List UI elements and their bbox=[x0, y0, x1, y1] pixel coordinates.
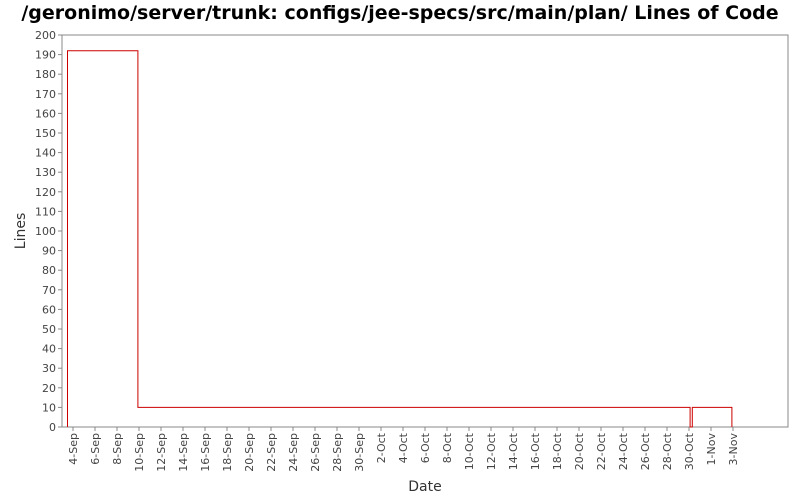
y-tick-label: 50 bbox=[42, 323, 56, 336]
y-tick-label: 140 bbox=[35, 147, 56, 160]
x-axis: 4-Sep 6-Sep 8-Sep 10-Sep 12-Sep 14-Sep 16-Sep 1… bbox=[67, 427, 740, 472]
x-tick-label: 20-Sep bbox=[243, 433, 256, 472]
x-tick-label: 14-Sep bbox=[177, 433, 190, 472]
x-tick-label: 30-Sep bbox=[353, 433, 366, 472]
x-axis-title: Date bbox=[408, 479, 441, 495]
y-tick-label: 0 bbox=[49, 421, 56, 434]
x-tick-label: 18-Sep bbox=[221, 433, 234, 472]
y-tick-label: 90 bbox=[42, 245, 56, 258]
x-tick-label: 2-Oct bbox=[375, 432, 388, 463]
x-tick-label: 26-Sep bbox=[309, 433, 322, 472]
x-tick-label: 6-Sep bbox=[89, 433, 102, 465]
y-tick-label: 100 bbox=[35, 225, 56, 238]
series-line-0 bbox=[67, 50, 733, 428]
x-tick-label: 12-Oct bbox=[485, 432, 498, 470]
x-tick-label: 12-Sep bbox=[155, 433, 168, 472]
x-tick-label: 10-Sep bbox=[133, 433, 146, 472]
x-tick-label: 1-Nov bbox=[705, 433, 718, 466]
y-tick-label: 190 bbox=[35, 49, 56, 62]
y-tick-label: 130 bbox=[35, 166, 56, 179]
y-tick-label: 170 bbox=[35, 88, 56, 101]
y-axis-title: Lines bbox=[13, 213, 29, 249]
y-tick-label: 150 bbox=[35, 127, 56, 140]
x-tick-label: 4-Oct bbox=[397, 432, 410, 463]
plot-area bbox=[61, 34, 789, 428]
x-tick-label: 16-Oct bbox=[529, 432, 542, 470]
x-tick-label: 26-Oct bbox=[639, 432, 652, 470]
x-tick-label: 18-Oct bbox=[551, 432, 564, 470]
x-tick-label: 10-Oct bbox=[463, 432, 476, 470]
x-tick-label: 22-Oct bbox=[595, 432, 608, 470]
x-tick-label: 30-Oct bbox=[683, 432, 696, 470]
x-tick-label: 8-Oct bbox=[441, 432, 454, 463]
x-tick-label: 3-Nov bbox=[727, 433, 740, 466]
x-tick-label: 28-Oct bbox=[661, 432, 674, 470]
x-tick-label: 6-Oct bbox=[419, 432, 432, 463]
x-tick-label: 8-Sep bbox=[111, 433, 124, 465]
x-tick-label: 14-Oct bbox=[507, 432, 520, 470]
y-tick-label: 70 bbox=[42, 284, 56, 297]
x-tick-label: 20-Oct bbox=[573, 432, 586, 470]
y-axis: 0 10 20 30 40 50 60 70 80 90 100 110 120 130 140 150 160… bbox=[35, 29, 62, 434]
x-tick-label: 28-Sep bbox=[331, 433, 344, 472]
series-layer bbox=[67, 50, 733, 428]
y-tick-label: 30 bbox=[42, 362, 56, 375]
x-tick-label: 4-Sep bbox=[67, 433, 80, 465]
y-tick-label: 200 bbox=[35, 29, 56, 42]
x-tick-label: 24-Sep bbox=[287, 433, 300, 472]
y-tick-label: 180 bbox=[35, 68, 56, 81]
y-tick-label: 60 bbox=[42, 303, 56, 316]
y-tick-label: 110 bbox=[35, 205, 56, 218]
y-tick-label: 80 bbox=[42, 264, 56, 277]
y-tick-label: 160 bbox=[35, 107, 56, 120]
y-tick-label: 120 bbox=[35, 186, 56, 199]
x-tick-label: 22-Sep bbox=[265, 433, 278, 472]
chart-title: /geronimo/server/trunk: configs/jee-spec… bbox=[21, 2, 779, 24]
y-tick-label: 10 bbox=[42, 401, 56, 414]
y-tick-label: 20 bbox=[42, 382, 56, 395]
x-tick-label: 16-Sep bbox=[199, 433, 212, 472]
y-tick-label: 40 bbox=[42, 343, 56, 356]
x-tick-label: 24-Oct bbox=[617, 432, 630, 470]
